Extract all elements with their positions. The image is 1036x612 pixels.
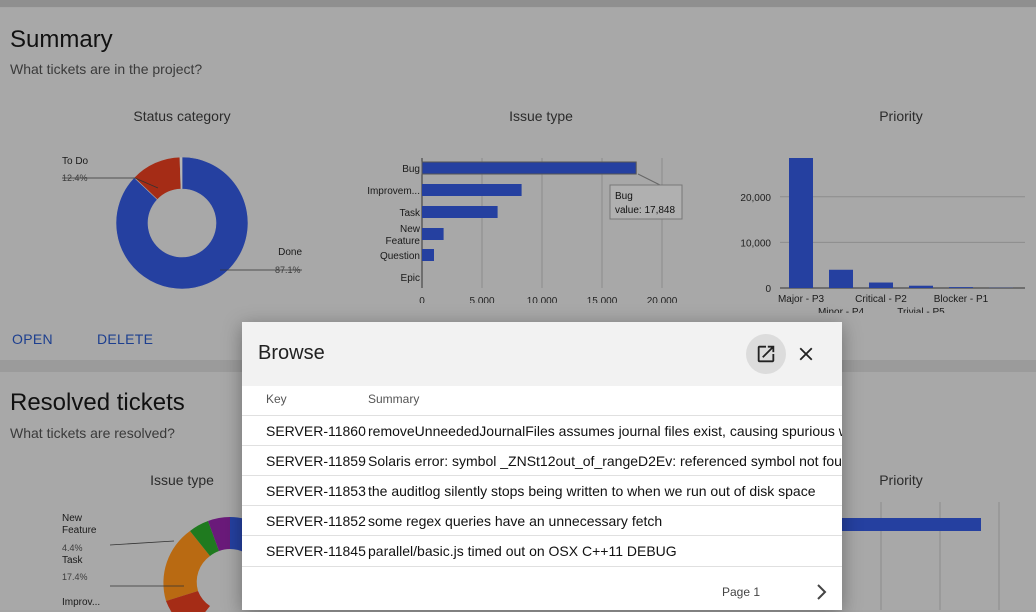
- resolved-newfeature-label: New Feature: [62, 513, 102, 537]
- table-row[interactable]: SERVER-11860 removeUnneededJournalFiles …: [242, 415, 842, 446]
- close-icon: [795, 343, 817, 365]
- priority-bar[interactable]: [829, 270, 853, 288]
- table-row[interactable]: SERVER-11853 the auditlog silently stops…: [242, 475, 842, 506]
- page-indicator: Page 1: [722, 585, 760, 599]
- open-in-new-icon: [755, 343, 777, 365]
- issue-bar[interactable]: [422, 249, 434, 261]
- close-button[interactable]: [786, 334, 826, 374]
- issue-chart-title: Issue type: [441, 108, 641, 124]
- bug-tooltip: Bug value: 17,848: [610, 174, 682, 219]
- row-summary: the auditlog silently stops being writte…: [368, 483, 815, 499]
- summary-subtitle: What tickets are in the project?: [10, 61, 202, 77]
- table-row[interactable]: SERVER-11845 parallel/basic.js timed out…: [242, 535, 842, 567]
- tooltip-value: value: 17,848: [615, 205, 675, 216]
- resolved-newfeature-pct: 4.4%: [62, 543, 83, 553]
- column-header-key[interactable]: Key: [266, 392, 287, 406]
- tooltip-name: Bug: [615, 191, 633, 202]
- dialog-title: Browse: [258, 342, 325, 365]
- priority-category-label: Trivial - P5: [897, 307, 945, 313]
- open-button[interactable]: OPEN: [12, 331, 53, 347]
- priority-y-tick: 10,000: [740, 238, 771, 249]
- tooltip-pointer: [638, 174, 660, 185]
- priority-bar[interactable]: [909, 286, 933, 288]
- summary-title: Summary: [10, 26, 113, 54]
- priority-bar[interactable]: [789, 158, 813, 288]
- priority-category-label: Major - P3: [778, 294, 825, 305]
- todo-label: To Do: [62, 156, 88, 167]
- issue-x-tick: 0: [419, 296, 425, 303]
- issue-type-bar-chart: 0 5,000 10,000 15,000 20,000 Bug Improvem... Ta…: [360, 143, 700, 303]
- priority-y-tick: 20,000: [740, 193, 771, 204]
- row-summary: removeUnneededJournalFiles assumes journ…: [368, 423, 842, 439]
- row-key: SERVER-11852: [266, 513, 366, 529]
- priority-bar-chart: 20,000 10,000 0 Major - P3 Minor - P4 Critica…: [730, 143, 1030, 313]
- priority-category-label: Critical - P2: [855, 294, 907, 305]
- issue-category-label: Bug: [402, 164, 420, 175]
- column-header-summary[interactable]: Summary: [368, 392, 419, 406]
- resolved-improvement-label: Improv...: [62, 597, 100, 608]
- issue-category-label: Feature: [386, 236, 421, 247]
- priority-category-label: Blocker - P1: [934, 294, 989, 305]
- issue-category-label: Question: [380, 251, 420, 262]
- priority-category-label: Minor - P4: [818, 307, 865, 313]
- resolved-task-label: Task: [62, 555, 83, 566]
- row-key: SERVER-11845: [266, 543, 366, 559]
- issue-category-label: Epic: [401, 273, 420, 284]
- status-donut-chart: [50, 138, 310, 298]
- priority-y-tick: 0: [765, 284, 771, 295]
- done-pct: 87.1%: [275, 265, 301, 275]
- issue-bar[interactable]: [422, 228, 444, 240]
- priority-chart-title: Priority: [801, 108, 1001, 124]
- issue-bar[interactable]: [422, 184, 522, 196]
- delete-button[interactable]: DELETE: [97, 331, 153, 347]
- resolved-subtitle: What tickets are resolved?: [10, 425, 175, 441]
- row-key: SERVER-11860: [266, 423, 366, 439]
- done-label: Done: [262, 247, 302, 258]
- issue-x-tick: 20,000: [647, 296, 678, 303]
- row-key: SERVER-11859: [266, 453, 366, 469]
- browse-dialog: Browse Key Summary SERVER-11860 removeUn…: [242, 322, 842, 610]
- issue-category-label: Task: [399, 208, 421, 219]
- row-summary: some regex queries have an unnecessary f…: [368, 513, 662, 529]
- todo-pct: 12.4%: [62, 173, 88, 183]
- priority-bar[interactable]: [869, 283, 893, 288]
- status-chart-title: Status category: [82, 108, 282, 124]
- issue-bar[interactable]: [422, 162, 636, 174]
- issue-bar[interactable]: [422, 206, 498, 218]
- chevron-right-icon: [814, 583, 828, 601]
- issue-x-tick: 5,000: [469, 296, 494, 303]
- issue-x-tick: 10,000: [527, 296, 558, 303]
- summary-card: Summary What tickets are in the project?…: [0, 8, 1036, 360]
- resolved-title: Resolved tickets: [10, 389, 185, 417]
- issue-x-tick: 15,000: [587, 296, 618, 303]
- row-key: SERVER-11853: [266, 483, 366, 499]
- issue-category-label: Improvem...: [367, 186, 420, 197]
- open-in-new-button[interactable]: [746, 334, 786, 374]
- issue-category-label: New: [400, 224, 421, 235]
- resolved-task-pct: 17.4%: [62, 572, 88, 582]
- resolved-priority-chart: [842, 502, 1036, 610]
- top-bar: [0, 0, 1036, 7]
- table-row[interactable]: SERVER-11859 Solaris error: symbol _ZNSt…: [242, 445, 842, 476]
- row-summary: Solaris error: symbol _ZNSt12out_of_rang…: [368, 453, 842, 469]
- next-page-button[interactable]: [814, 583, 828, 606]
- table-row[interactable]: SERVER-11852 some regex queries have an …: [242, 505, 842, 536]
- priority-bar[interactable]: [949, 287, 973, 288]
- row-summary: parallel/basic.js timed out on OSX C++11…: [368, 543, 677, 559]
